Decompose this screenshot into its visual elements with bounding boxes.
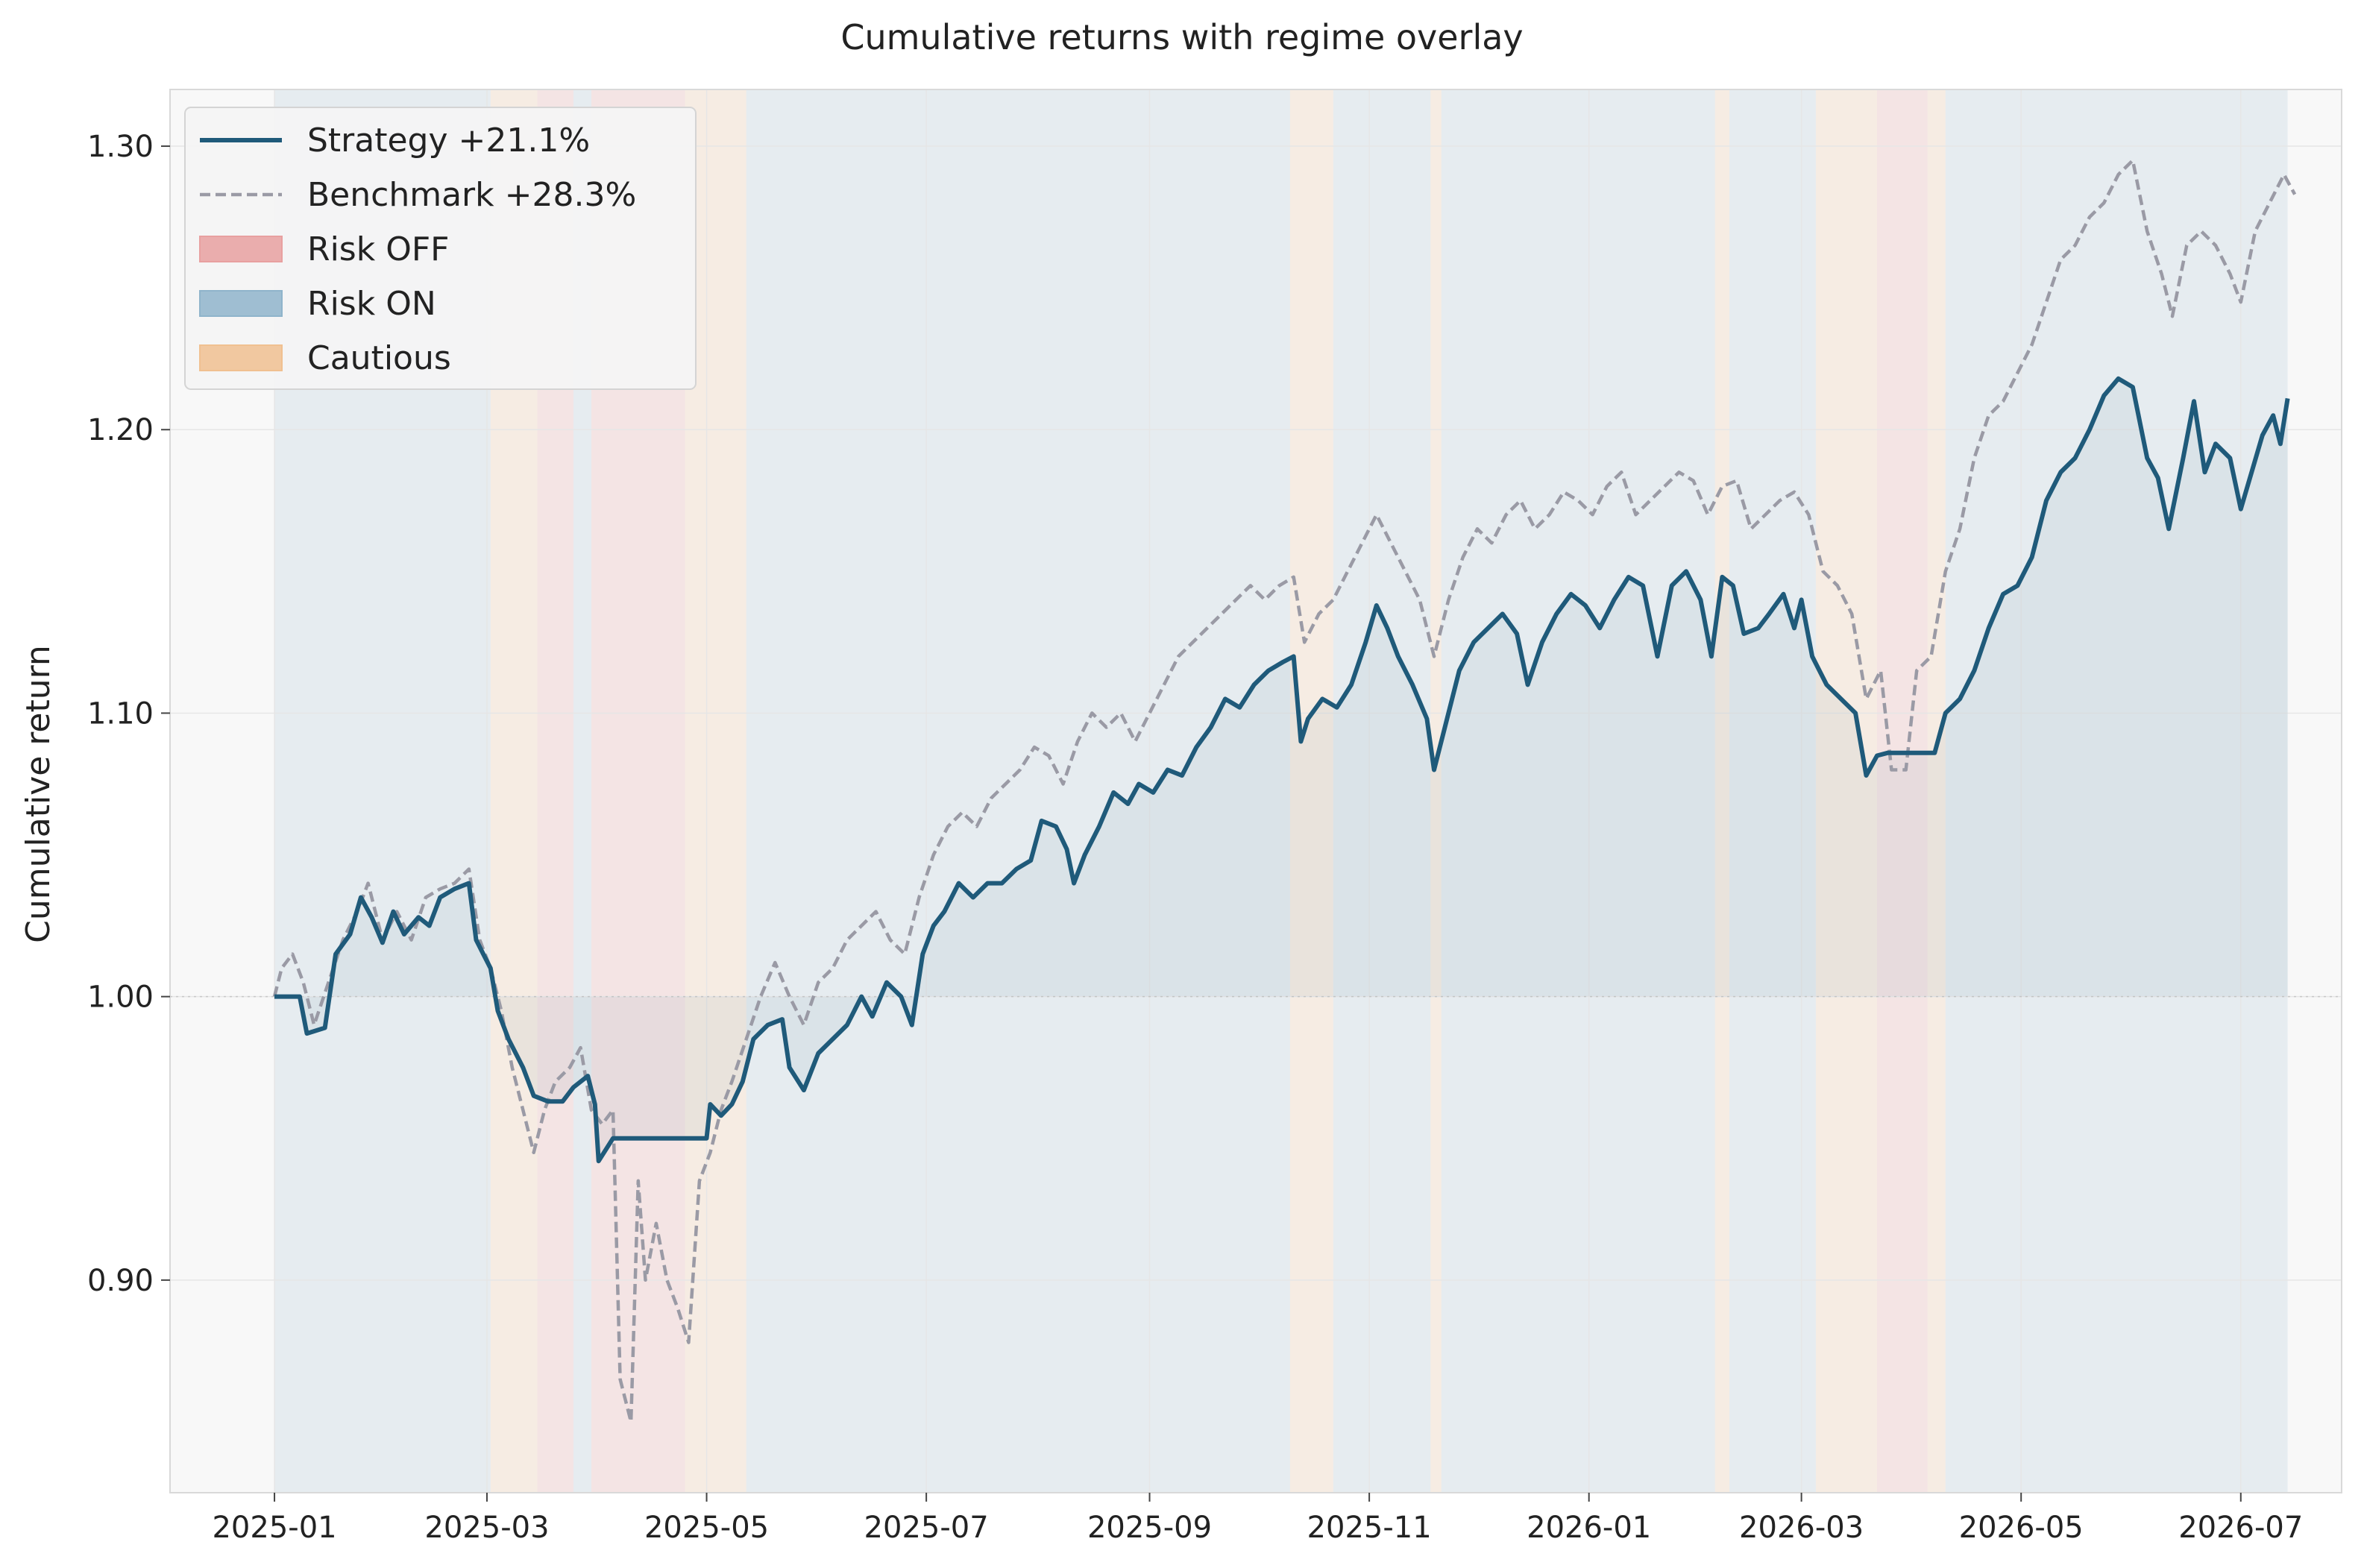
regime-band-cautious — [1714, 89, 1730, 1493]
x-tick-label: 2025-11 — [1307, 1511, 1432, 1545]
legend-risk-on-swatch — [199, 290, 283, 317]
chart-title: Cumulative returns with regime overlay — [840, 17, 1523, 57]
legend-risk-on-label: Risk ON — [307, 285, 436, 323]
strategy-area — [274, 378, 2288, 1162]
y-tick-label: 1.30 — [87, 130, 154, 164]
regime-band-cautious — [1815, 89, 1863, 1493]
regime-band-risk-off — [1877, 89, 1928, 1493]
legend-box — [184, 107, 697, 390]
x-tick-label: 2025-03 — [424, 1511, 549, 1545]
x-tick-label: 2025-09 — [1087, 1511, 1212, 1545]
legend-cautious-swatch — [199, 344, 283, 371]
y-tick-label: 1.10 — [87, 696, 154, 731]
regime-band-risk-on — [746, 89, 1290, 1493]
x-tick-label: 2025-07 — [864, 1511, 989, 1545]
legend-strategy-label: Strategy +21.1% — [307, 122, 590, 160]
y-tick-label: 1.00 — [87, 980, 154, 1015]
x-tick-label: 2025-05 — [644, 1511, 769, 1545]
regime-band-cautious — [1289, 89, 1333, 1493]
legend-risk-off-swatch — [199, 236, 283, 262]
regime-band-risk-on — [1441, 89, 1715, 1493]
legend-cautious-label: Cautious — [307, 339, 451, 377]
y-axis-ticks: 0.90 1.00 1.10 1.20 1.30 — [87, 130, 170, 1298]
x-tick-label: 2026-07 — [2178, 1511, 2303, 1545]
grid — [170, 89, 2342, 1493]
regime-band-risk-on — [1945, 89, 2288, 1493]
series-lines — [272, 158, 2297, 1424]
legend-benchmark-label: Benchmark +28.3% — [307, 176, 636, 214]
y-tick-label: 1.20 — [87, 413, 154, 447]
x-tick-label: 2025-01 — [212, 1511, 336, 1545]
x-tick-label: 2026-03 — [1739, 1511, 1864, 1545]
legend: Strategy +21.1% Benchmark +28.3% Risk OFF R… — [184, 107, 697, 390]
regime-band-cautious — [1927, 89, 1946, 1493]
x-tick-label: 2026-05 — [1959, 1511, 2084, 1545]
y-axis-label: Cumulative return — [19, 645, 57, 943]
regime-band-risk-on — [1333, 89, 1431, 1493]
plot-frame — [169, 89, 2342, 1493]
x-axis-ticks: 2025-01 2025-03 2025-05 2025-07 2025-09 2025-… — [212, 1493, 2303, 1545]
legend-risk-off-label: Risk OFF — [307, 230, 449, 268]
strategy-area-fill — [274, 378, 2288, 1162]
benchmark-line — [272, 158, 2297, 1424]
regime-band-cautious — [1862, 89, 1878, 1493]
regime-band-cautious — [1430, 89, 1442, 1493]
x-tick-label: 2026-01 — [1527, 1511, 1651, 1545]
y-tick-label: 0.90 — [87, 1264, 154, 1298]
strategy-line — [274, 376, 2290, 1164]
